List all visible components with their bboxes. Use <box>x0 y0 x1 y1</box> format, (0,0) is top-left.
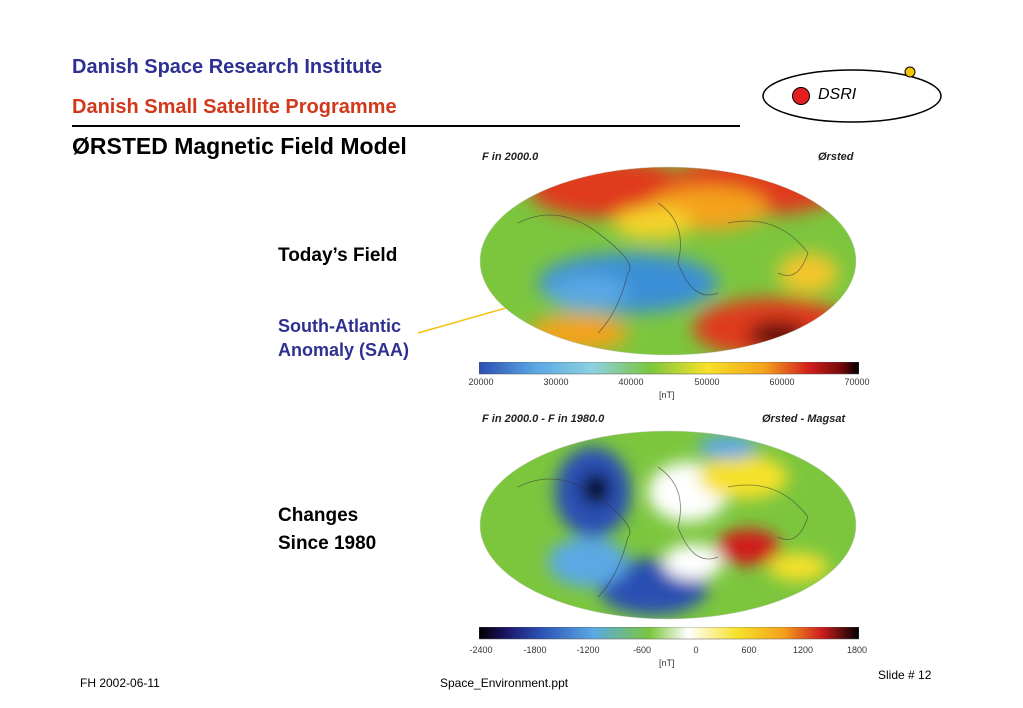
institute-name: Danish Space Research Institute <box>72 56 383 78</box>
footer-author-date: FH 2002-06-11 <box>80 676 160 690</box>
footer-filename: Space_Environment.ppt <box>440 676 569 690</box>
top-scale-tick: 70000 <box>844 377 870 387</box>
header-divider <box>72 125 740 127</box>
bottom-scale-tick: -600 <box>632 645 652 655</box>
orbit-ellipse <box>762 69 942 123</box>
bottom-change-map <box>479 430 857 620</box>
saa-label-line2: Anomaly (SAA) <box>278 340 410 360</box>
dsri-logo <box>762 66 942 123</box>
bottom-scale-tick: 1200 <box>792 645 814 655</box>
bottom-map-title-left: F in 2000.0 - F in 1980.0 <box>482 413 605 425</box>
top-color-scale <box>479 362 859 375</box>
bottom-scale-unit: [nT] <box>659 658 675 668</box>
top-map-title-left: F in 2000.0 <box>482 151 539 163</box>
top-scale-tick: 40000 <box>618 377 644 387</box>
bottom-scale-tick: 1800 <box>846 645 868 655</box>
logo-red-dot <box>792 87 810 105</box>
top-field-map <box>479 166 857 356</box>
changes-label-line1: Changes <box>278 505 359 526</box>
top-scale-tick: 30000 <box>543 377 569 387</box>
top-scale-unit: [nT] <box>659 390 675 400</box>
slide-title: ØRSTED Magnetic Field Model <box>72 133 407 159</box>
bottom-scale-tick: -1200 <box>576 645 600 655</box>
saa-label-line1: South-Atlantic <box>278 316 401 336</box>
footer-slide-number: Slide # 12 <box>878 668 932 682</box>
bottom-scale-tick: 600 <box>741 645 757 655</box>
changes-label-line2: Since 1980 <box>278 533 377 554</box>
programme-name: Danish Small Satellite Programme <box>72 96 397 118</box>
top-scale-tick: 60000 <box>769 377 795 387</box>
bottom-scale-tick: -1800 <box>523 645 547 655</box>
bottom-scale-tick: 0 <box>693 645 699 655</box>
top-scale-tick: 50000 <box>694 377 720 387</box>
top-scale-tick: 20000 <box>468 377 494 387</box>
todays-field-label: Today’s Field <box>278 245 398 266</box>
bottom-map-title-right: Ørsted - Magsat <box>762 413 846 425</box>
logo-text: DSRI <box>818 86 857 103</box>
logo-orbit-dot <box>904 66 916 78</box>
bottom-scale-tick: -2400 <box>469 645 493 655</box>
bottom-color-scale <box>479 627 859 640</box>
top-map-title-right: Ørsted <box>818 151 854 163</box>
